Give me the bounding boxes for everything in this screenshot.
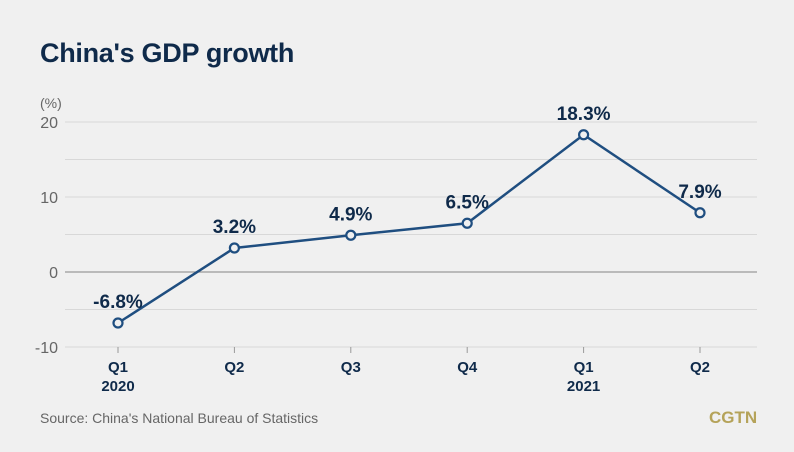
data-label: 6.5% [446,192,489,213]
data-label: -6.8% [93,292,143,313]
y-tick-label: 0 [49,265,58,282]
series-line [117,133,701,325]
y-axis-unit: (%) [40,95,62,111]
data-point [228,242,240,254]
x-tick-year-label: 2020 [101,378,134,395]
data-label: 7.9% [678,182,721,203]
y-tick-label: 10 [40,190,58,207]
data-label: 3.2% [213,217,256,238]
x-tick-year-label: 2021 [567,378,600,395]
data-point [577,129,590,141]
y-tick-label: -10 [35,340,58,357]
x-tick-label: Q3 [341,359,361,376]
data-point [345,229,357,241]
x-tick-label: Q1 [574,359,594,376]
source-note: Source: China's National Bureau of Stati… [40,410,319,426]
data-label: 18.3% [557,104,611,125]
x-tick-label: Q2 [690,359,710,376]
cgtn-logo: CGTN [709,408,758,427]
x-tick-label: Q2 [224,359,244,376]
x-tick-label: Q1 [108,359,128,376]
chart-title: China's GDP growth [40,38,295,68]
x-tick-label: Q4 [457,359,478,376]
data-point [461,217,473,229]
data-point [694,207,706,219]
data-point [112,317,124,329]
data-label: 4.9% [329,204,372,225]
y-tick-label: 20 [40,115,58,132]
